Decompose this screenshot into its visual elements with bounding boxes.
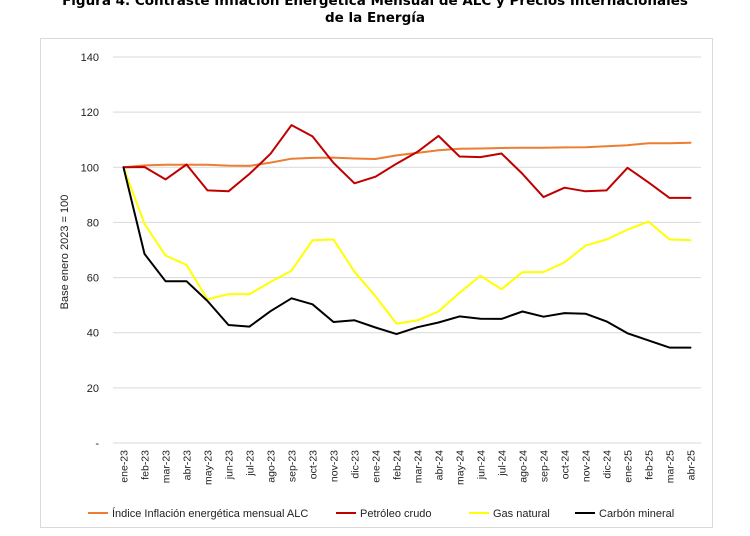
x-tick-label: ene-25 — [623, 450, 635, 483]
x-tick-label: may-23 — [203, 450, 215, 485]
legend-label: Índice Inflación energética mensual ALC — [112, 507, 308, 520]
x-tick-label: oct-23 — [308, 450, 320, 479]
x-tick-label: ago-23 — [266, 450, 278, 483]
gridlines — [113, 56, 701, 444]
x-tick-label: oct-24 — [560, 450, 572, 479]
y-tick-label: 60 — [87, 273, 99, 285]
x-tick-label: abr-24 — [434, 450, 446, 481]
y-tick-label: 20 — [87, 383, 99, 395]
x-tick-label: sep-23 — [287, 450, 299, 482]
y-tick-label: 80 — [87, 217, 99, 229]
x-tick-label: may-24 — [455, 450, 467, 485]
x-tick-label: nov-24 — [581, 450, 593, 482]
x-tick-label: sep-24 — [539, 450, 551, 482]
legend-label: Petróleo crudo — [360, 508, 432, 520]
series-line — [122, 141, 692, 169]
y-tick-label: 100 — [81, 162, 99, 174]
y-tick-label: 40 — [87, 328, 99, 340]
y-axis-ticks: - 20 40 60 80 100 120 140 — [81, 52, 100, 450]
x-tick-label: nov-23 — [329, 450, 341, 482]
x-tick-label: feb-24 — [392, 450, 404, 480]
x-tick-label: feb-25 — [644, 450, 656, 480]
x-tick-label: mar-23 — [161, 450, 173, 483]
legend: Índice Inflación energética mensual ALC P… — [88, 507, 674, 520]
series-line — [122, 124, 692, 199]
y-axis-label: Base enero 2023 = 100 — [59, 195, 71, 310]
chart-frame — [40, 38, 713, 528]
x-tick-label: abr-25 — [686, 450, 698, 481]
x-axis-ticks: ene-23 feb-23 mar-23 abr-23 may-23 jun-23 jul-… — [119, 450, 698, 485]
y-tick-label: 120 — [81, 107, 99, 119]
y-tick-label: 140 — [81, 52, 99, 64]
x-tick-label: jul-23 — [245, 450, 257, 477]
x-tick-label: jun-23 — [224, 450, 236, 480]
x-tick-label: dic-24 — [602, 450, 614, 479]
x-tick-label: dic-23 — [350, 450, 362, 479]
series-line — [122, 166, 692, 325]
x-tick-label: ago-24 — [518, 450, 530, 483]
x-tick-label: mar-25 — [665, 450, 677, 483]
figure-title-line1: Figura 4. Contraste Inflación Energética… — [62, 0, 688, 9]
legend-label: Gas natural — [493, 508, 550, 520]
x-tick-label: jun-24 — [476, 450, 488, 480]
y-tick-label: - — [95, 438, 99, 450]
legend-label: Carbón mineral — [599, 508, 674, 520]
series-lines — [122, 124, 692, 349]
x-tick-label: ene-24 — [371, 450, 383, 483]
series-line — [122, 166, 692, 349]
x-tick-label: mar-24 — [413, 450, 425, 483]
x-tick-label: feb-23 — [140, 450, 152, 480]
x-tick-label: ene-23 — [119, 450, 131, 483]
figure-title-line2: de la Energía — [324, 10, 425, 26]
x-tick-label: abr-23 — [182, 450, 194, 481]
x-tick-label: jul-24 — [497, 450, 509, 477]
